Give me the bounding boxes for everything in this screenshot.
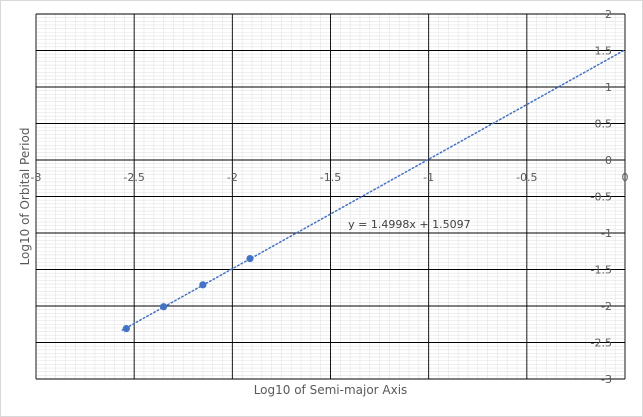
x-tick-label: -2 <box>227 171 238 184</box>
y-tick-label: 1.5 <box>595 45 613 58</box>
x-tick-label: -1 <box>423 171 434 184</box>
x-tick-label: -3 <box>31 171 42 184</box>
x-axis-title: Log10 of Semi-major Axis <box>254 383 408 397</box>
y-tick-label: 2 <box>605 8 612 21</box>
y-axis-title: Log10 of Orbital Period <box>18 128 32 266</box>
y-tick-label: 0.5 <box>595 118 613 131</box>
major-gridlines <box>35 13 626 380</box>
y-tick-label: -2 <box>601 300 612 313</box>
x-tick-label: -0.5 <box>516 171 537 184</box>
y-tick-label: -1.5 <box>591 264 612 277</box>
y-tick-labels: 2 1.5 1 0.5 0 -0.5 -1 -1.5 -2 -2.5 -3 <box>591 8 612 386</box>
y-tick-label: -0.5 <box>591 191 612 204</box>
data-point <box>160 303 168 311</box>
data-points <box>122 254 254 333</box>
y-tick-label: 1 <box>605 81 612 94</box>
data-point <box>122 325 130 333</box>
data-point <box>246 254 254 263</box>
x-tick-label: -1.5 <box>320 171 341 184</box>
x-tick-label: 0 <box>622 171 629 184</box>
trendline-equation: y = 1.4998x + 1.5097 <box>348 218 470 231</box>
x-tick-label: -2.5 <box>123 171 144 184</box>
y-tick-label: 0 <box>605 154 612 167</box>
data-point <box>199 281 207 289</box>
y-tick-label: -1 <box>601 227 612 240</box>
x-tick-labels: -3 -2.5 -2 -1.5 -1 -0.5 0 <box>31 171 629 184</box>
y-tick-label: -2.5 <box>591 337 612 350</box>
y-tick-label: -3 <box>601 373 612 386</box>
